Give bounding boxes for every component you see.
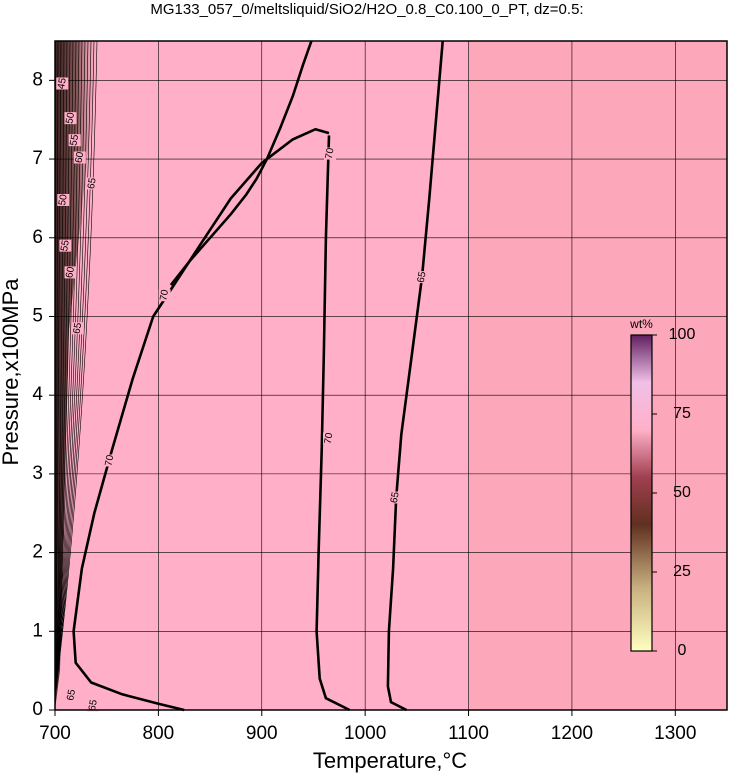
contour-line (169, 40, 313, 286)
thin-contour (55, 40, 86, 691)
contour-label-bg (65, 689, 78, 702)
contour-label-bg (322, 432, 335, 445)
y-tick-label: 2 (32, 542, 43, 563)
contour-label-bg (86, 177, 99, 190)
contour-line (72, 316, 185, 712)
y-axis-label: Pressure,x100MPa (0, 278, 23, 466)
x-tick-label: 800 (143, 723, 175, 744)
x-tick-label: 1200 (551, 723, 593, 744)
contour-label: 50 (57, 193, 70, 206)
y-tick-label: 7 (32, 148, 43, 169)
colorbar (630, 334, 653, 652)
contour-label-bg (71, 322, 84, 335)
x-axis-label: Temperature,°C (313, 748, 467, 773)
y-tick-label: 6 (32, 227, 43, 248)
contour-label: 60 (74, 151, 87, 164)
contour-label: 65 (416, 270, 429, 283)
contour-label-bg (103, 454, 116, 467)
plot-frame (54, 40, 728, 711)
colorbar-tick-label: 50 (673, 484, 691, 501)
contour-label-bg (64, 266, 77, 279)
contour-label-bg (158, 289, 171, 302)
contour-label: 70 (324, 147, 337, 160)
y-tick-label: 8 (32, 69, 43, 90)
contour-label-bg (68, 134, 81, 147)
thin-contour (55, 40, 98, 691)
y-tick-label: 3 (32, 463, 43, 484)
thin-contour (55, 40, 89, 691)
contour-label: 70 (104, 454, 117, 467)
contour-label: 60 (64, 266, 77, 279)
chart-title: MG133_057_0/meltsliquid/SiO2/H2O_0.8_C0.… (150, 1, 583, 18)
x-tick-label: 700 (39, 723, 71, 744)
thin-contour (55, 40, 95, 691)
contour-label: 65 (389, 491, 402, 504)
low-region (55, 41, 100, 710)
thin-contour (55, 40, 68, 691)
contour-label: 55 (68, 133, 81, 146)
thin-contour (55, 40, 65, 691)
colorbar-tick-label: 0 (678, 642, 687, 659)
y-tick-label: 4 (32, 384, 43, 405)
contour-label: 65 (86, 177, 99, 190)
colorbar-tick-label: 25 (673, 563, 691, 580)
contour-label: 65 (87, 698, 100, 711)
field-right (468, 41, 727, 710)
contour-line (152, 127, 330, 318)
contour-label: 50 (64, 111, 77, 124)
contour-label: 70 (323, 432, 336, 445)
contour-label-bg (57, 193, 70, 206)
x-tick-label: 1100 (448, 723, 489, 744)
contour-label-bg (56, 77, 69, 90)
colorbar-label: wt% (629, 317, 653, 331)
x-tick-label: 1300 (654, 723, 696, 744)
contour-label: 65 (72, 321, 85, 334)
y-tick-label: 1 (32, 620, 43, 641)
contour-label-bg (73, 151, 86, 164)
contour-label: 70 (158, 288, 171, 301)
contour-label-bg (389, 491, 402, 504)
contour-label: 55 (59, 239, 72, 252)
x-tick-label: 1000 (344, 723, 386, 744)
colorbar-tick-label: 75 (673, 405, 691, 422)
contour-line (315, 135, 351, 712)
contour-label: 65 (65, 688, 78, 701)
contour-label-bg (87, 699, 100, 712)
y-tick-label: 0 (32, 699, 43, 720)
contour-label: 45 (56, 77, 69, 90)
thin-contour (55, 40, 59, 691)
contour-label-bg (416, 271, 429, 284)
x-tick-label: 900 (246, 723, 278, 744)
contour-label-bg (64, 112, 77, 125)
thin-contour (55, 40, 92, 691)
contour-label-bg (324, 147, 337, 160)
colorbar-tick-label: 100 (669, 326, 696, 343)
y-tick-label: 5 (32, 305, 43, 326)
contour-label-bg (59, 239, 72, 252)
